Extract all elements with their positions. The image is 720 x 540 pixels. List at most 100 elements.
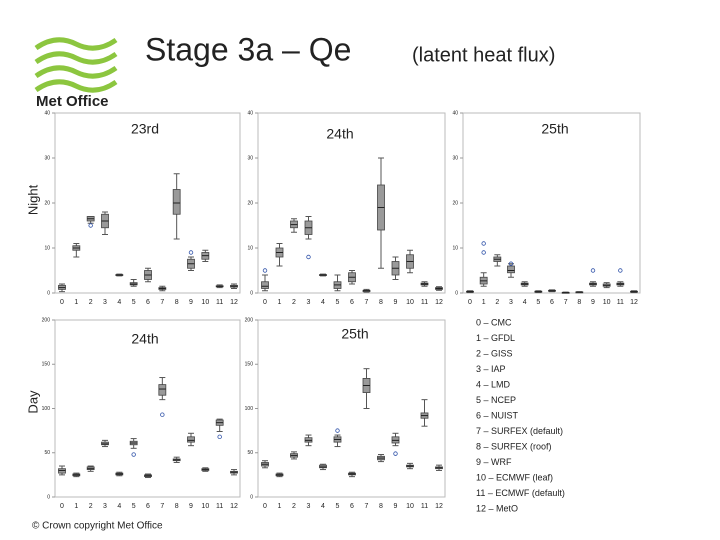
y-tick-label: 30: [247, 155, 253, 161]
box: [261, 281, 269, 289]
x-tick-label: 7: [160, 503, 164, 510]
x-tick-label: 1: [74, 503, 78, 510]
x-tick-label: 6: [350, 503, 354, 510]
panel-title: 25th: [541, 121, 568, 137]
x-tick-label: 0: [263, 299, 267, 306]
outlier: [160, 412, 165, 417]
copyright: © Crown copyright Met Office: [32, 521, 163, 532]
x-tick-label: 0: [60, 299, 64, 306]
legend-entry: 3 – IAP: [476, 364, 506, 374]
x-tick-label: 4: [321, 503, 325, 510]
x-tick-label: 9: [189, 503, 193, 510]
y-tick-label: 30: [452, 155, 458, 161]
x-tick-label: 1: [482, 299, 486, 306]
box: [158, 384, 167, 396]
x-tick-label: 6: [146, 503, 150, 510]
logo-text: Met Office: [36, 93, 109, 110]
outlier: [217, 434, 222, 440]
x-tick-label: 11: [617, 299, 624, 306]
x-tick-label: 12: [435, 299, 443, 306]
x-tick-label: 3: [307, 299, 311, 306]
logo-wave: [34, 37, 118, 51]
y-tick-label: 30: [44, 155, 50, 161]
x-tick-label: 2: [292, 299, 296, 306]
y-tick-label: 50: [247, 450, 253, 456]
box: [187, 436, 195, 443]
x-tick-label: 9: [591, 299, 595, 306]
panel-title: 24th: [326, 126, 353, 142]
y-tick-label: 0: [47, 494, 50, 500]
x-tick-label: 5: [132, 503, 136, 510]
panel-title: 23rd: [131, 121, 159, 137]
y-tick-label: 20: [247, 200, 253, 206]
outlier: [306, 254, 311, 260]
legend-entry: 1 – GFDL: [476, 333, 515, 343]
x-tick-label: 10: [406, 503, 414, 510]
slide-subtitle: (latent heat flux): [412, 44, 555, 66]
x-tick-label: 5: [336, 299, 340, 306]
x-tick-label: 7: [365, 503, 369, 510]
legend-entry: 11 – ECMWF (default): [476, 488, 565, 498]
x-tick-label: 12: [435, 503, 443, 510]
x-tick-label: 7: [564, 299, 568, 306]
y-tick-label: 150: [245, 362, 254, 368]
plot-frame: [257, 319, 446, 498]
y-tick-label: 200: [245, 317, 254, 323]
x-tick-label: 2: [292, 503, 296, 510]
row-label: Day: [25, 390, 40, 414]
plot-frame: [462, 112, 641, 294]
x-tick-label: 6: [550, 299, 554, 306]
outlier: [481, 241, 486, 246]
x-tick-label: 5: [336, 503, 340, 510]
x-tick-label: 11: [421, 503, 428, 510]
x-tick-label: 4: [523, 299, 527, 306]
x-tick-label: 3: [103, 503, 107, 510]
legend-entry: 10 – ECMWF (leaf): [476, 472, 553, 482]
x-tick-label: 5: [132, 299, 136, 306]
x-tick-label: 2: [89, 503, 93, 510]
outlier: [481, 250, 486, 255]
x-tick-label: 11: [216, 299, 223, 306]
y-tick-label: 20: [452, 200, 458, 206]
x-tick-label: 10: [201, 299, 209, 306]
x-tick-label: 2: [89, 299, 93, 306]
x-tick-label: 7: [365, 299, 369, 306]
legend-entry: 5 – NCEP: [476, 395, 516, 405]
y-tick-label: 40: [44, 110, 50, 116]
x-tick-label: 10: [201, 503, 209, 510]
row-label: Night: [25, 184, 40, 215]
x-tick-label: 7: [160, 299, 164, 306]
x-tick-label: 6: [350, 299, 354, 306]
x-tick-label: 3: [103, 299, 107, 306]
box: [507, 265, 515, 274]
outlier: [131, 452, 136, 457]
x-tick-label: 10: [406, 299, 414, 306]
y-tick-label: 150: [42, 362, 51, 368]
x-tick-label: 4: [117, 503, 121, 510]
x-tick-label: 4: [117, 299, 121, 306]
x-tick-label: 11: [216, 503, 223, 510]
x-tick-label: 3: [509, 299, 513, 306]
outlier: [508, 261, 514, 266]
y-tick-label: 0: [250, 290, 253, 296]
x-tick-label: 8: [175, 503, 179, 510]
x-tick-label: 1: [74, 299, 78, 306]
x-tick-label: 2: [495, 299, 499, 306]
x-tick-label: 8: [577, 299, 581, 306]
x-tick-label: 12: [630, 299, 638, 306]
x-tick-label: 11: [421, 299, 428, 306]
x-tick-label: 9: [394, 299, 398, 306]
legend-entry: 2 – GISS: [476, 348, 513, 358]
y-tick-label: 0: [47, 290, 50, 296]
x-tick-label: 6: [146, 299, 150, 306]
y-tick-label: 200: [42, 317, 51, 323]
logo: [34, 37, 118, 93]
y-tick-label: 100: [245, 406, 254, 412]
box: [172, 189, 181, 215]
y-tick-label: 0: [455, 290, 458, 296]
x-tick-label: 4: [321, 299, 325, 306]
panel-title: 25th: [341, 326, 368, 342]
x-tick-label: 0: [60, 503, 64, 510]
logo-wave: [34, 79, 118, 93]
